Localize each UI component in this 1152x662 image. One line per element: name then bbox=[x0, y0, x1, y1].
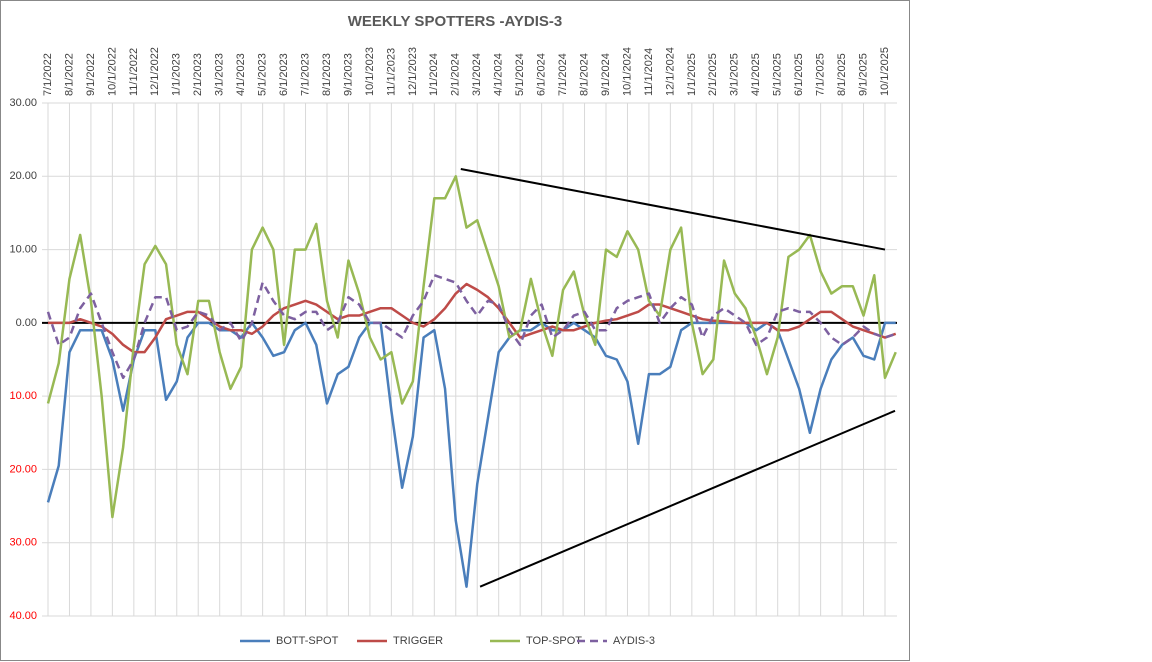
x-tick-label: 4/1/2025 bbox=[750, 53, 762, 96]
trend-line bbox=[479, 409, 896, 588]
x-tick-label: 8/1/2022 bbox=[63, 53, 75, 96]
x-tick-label: 8/1/2024 bbox=[578, 53, 590, 96]
chart-title: WEEKLY SPOTTERS -AYDIS-3 bbox=[348, 13, 563, 30]
x-tick-label: 4/1/2024 bbox=[493, 53, 505, 96]
x-tick-label: 9/1/2023 bbox=[342, 53, 354, 96]
x-tick-label: 5/1/2023 bbox=[257, 53, 269, 96]
x-tick-label: 3/1/2025 bbox=[729, 53, 741, 96]
legend-label: BOTT-SPOT bbox=[276, 635, 339, 647]
x-tick-label: 6/1/2025 bbox=[793, 53, 805, 96]
x-tick-label: 8/1/2023 bbox=[321, 53, 333, 96]
x-tick-label: 10/1/2022 bbox=[106, 47, 118, 96]
x-tick-label: 7/1/2025 bbox=[815, 53, 827, 96]
series-line bbox=[46, 175, 897, 519]
series-line bbox=[46, 321, 896, 588]
x-tick-label: 12/1/2023 bbox=[407, 47, 419, 96]
x-tick-label: 7/1/2023 bbox=[299, 53, 311, 96]
x-tick-label: 10/1/2023 bbox=[364, 47, 376, 96]
x-tick-label: 11/1/2022 bbox=[128, 48, 140, 96]
x-tick-label: 6/1/2023 bbox=[278, 53, 290, 96]
y-tick-label: 30.00 bbox=[9, 537, 37, 549]
legend-label: TOP-SPOT bbox=[526, 635, 582, 647]
x-tick-label: 9/1/2022 bbox=[85, 53, 97, 96]
x-tick-label: 1/1/2023 bbox=[171, 53, 183, 96]
x-tick-label: 3/1/2024 bbox=[471, 53, 483, 96]
x-tick-label: 5/1/2024 bbox=[514, 53, 526, 96]
y-tick-label: 10.00 bbox=[9, 390, 37, 402]
x-tick-label: 8/1/2025 bbox=[836, 53, 848, 96]
y-tick-label: 10.00 bbox=[9, 243, 37, 255]
x-tick-label: 11/1/2024 bbox=[643, 48, 655, 96]
x-tick-label: 9/1/2025 bbox=[857, 53, 869, 96]
x-tick-label: 7/1/2024 bbox=[557, 53, 569, 96]
x-tick-label: 10/1/2024 bbox=[621, 47, 633, 96]
legend-label: TRIGGER bbox=[393, 635, 443, 647]
x-tick-label: 2/1/2025 bbox=[707, 53, 719, 96]
x-tick-label: 3/1/2023 bbox=[214, 53, 226, 96]
y-tick-label: 20.00 bbox=[9, 463, 37, 475]
x-tick-label: 6/1/2024 bbox=[536, 53, 548, 96]
y-tick-label: 30.00 bbox=[9, 97, 37, 109]
x-tick-label: 1/1/2025 bbox=[686, 53, 698, 96]
y-tick-label: 20.00 bbox=[9, 170, 37, 182]
x-tick-label: 11/1/2023 bbox=[385, 48, 397, 96]
x-tick-label: 1/1/2024 bbox=[428, 53, 440, 96]
y-tick-label: 40.00 bbox=[9, 610, 37, 622]
legend-label: AYDIS-3 bbox=[613, 635, 655, 647]
x-tick-label: 9/1/2024 bbox=[600, 53, 612, 96]
x-tick-label: 12/1/2022 bbox=[149, 47, 161, 96]
trend-line bbox=[460, 167, 886, 251]
x-tick-label: 5/1/2025 bbox=[772, 53, 784, 96]
x-tick-label: 12/1/2024 bbox=[664, 47, 676, 96]
series-line bbox=[46, 273, 897, 380]
y-tick-label: 0.00 bbox=[16, 317, 37, 329]
x-tick-label: 4/1/2023 bbox=[235, 53, 247, 96]
series-line bbox=[48, 282, 897, 354]
x-tick-label: 7/1/2022 bbox=[42, 53, 54, 96]
x-tick-label: 10/1/2025 bbox=[879, 47, 891, 96]
x-tick-label: 2/1/2024 bbox=[450, 53, 462, 96]
x-tick-label: 2/1/2023 bbox=[192, 53, 204, 96]
